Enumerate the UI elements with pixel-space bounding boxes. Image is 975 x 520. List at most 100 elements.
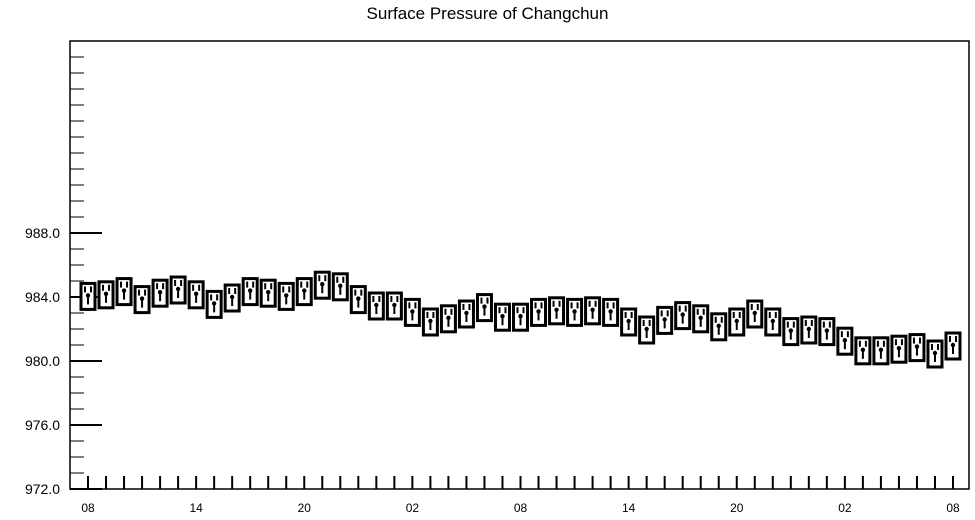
x-tick-label: 08 bbox=[81, 501, 95, 515]
data-point-marker bbox=[788, 328, 794, 333]
data-point-marker bbox=[608, 309, 613, 314]
data-point bbox=[421, 307, 439, 337]
data-point-marker bbox=[572, 309, 577, 314]
data-point bbox=[475, 293, 493, 323]
data-point-marker bbox=[139, 296, 145, 301]
data-point-marker bbox=[428, 318, 433, 324]
data-point-marker bbox=[626, 318, 631, 324]
data-point-marker bbox=[211, 301, 217, 306]
plot-frame bbox=[69, 40, 970, 490]
data-point bbox=[349, 285, 367, 315]
data-point-marker bbox=[464, 310, 469, 316]
data-point-marker bbox=[175, 286, 181, 292]
data-point bbox=[602, 297, 620, 327]
data-point bbox=[908, 333, 926, 363]
data-point-marker bbox=[500, 314, 505, 319]
data-point-marker bbox=[85, 293, 91, 298]
data-point-marker bbox=[806, 326, 812, 332]
data-point bbox=[367, 291, 385, 321]
data-point bbox=[872, 336, 890, 366]
data-point bbox=[115, 277, 133, 307]
data-point bbox=[169, 275, 187, 305]
x-tick-label: 02 bbox=[838, 501, 852, 515]
data-point-marker bbox=[103, 291, 109, 296]
data-point-marker bbox=[770, 318, 775, 324]
data-point bbox=[656, 305, 674, 335]
data-point bbox=[457, 299, 475, 329]
data-point bbox=[187, 280, 205, 310]
data-point bbox=[493, 302, 511, 332]
y-tick-label: 972.0 bbox=[25, 481, 60, 497]
x-tick-label: 14 bbox=[189, 501, 203, 515]
data-point-marker bbox=[824, 328, 830, 333]
y-tick-label: 976.0 bbox=[25, 417, 60, 433]
data-point-marker bbox=[229, 294, 235, 300]
data-point-marker bbox=[356, 296, 361, 301]
x-tick-label: 20 bbox=[730, 501, 744, 515]
data-point bbox=[818, 317, 836, 347]
data-point bbox=[331, 272, 349, 302]
data-point bbox=[710, 312, 728, 342]
data-point-marker bbox=[247, 288, 253, 293]
y-tick-label: 980.0 bbox=[25, 353, 60, 369]
x-axis: 08 14 20 02 08 14 20 02 08 bbox=[81, 476, 960, 515]
data-point-marker bbox=[157, 290, 163, 295]
data-point bbox=[439, 304, 457, 334]
data-point-marker bbox=[392, 302, 397, 308]
data-point-marker bbox=[338, 283, 343, 288]
data-point-marker bbox=[752, 310, 757, 316]
data-point bbox=[512, 302, 529, 332]
data-point bbox=[295, 277, 313, 307]
data-point-marker bbox=[518, 314, 523, 319]
data-point-marker bbox=[878, 347, 884, 352]
data-point-marker bbox=[284, 293, 289, 298]
x-tick-label: 20 bbox=[298, 501, 312, 515]
data-point-marker bbox=[914, 344, 920, 349]
data-point-marker bbox=[121, 288, 127, 293]
y-tick-label: 988.0 bbox=[25, 225, 60, 241]
data-point bbox=[259, 278, 277, 308]
data-point bbox=[151, 278, 169, 308]
data-point bbox=[692, 304, 710, 334]
x-tick-label: 08 bbox=[946, 501, 960, 515]
data-point bbox=[223, 283, 241, 313]
data-point-marker bbox=[374, 302, 379, 308]
data-point-marker bbox=[662, 317, 667, 322]
data-point bbox=[854, 336, 872, 366]
x-tick-label: 14 bbox=[622, 501, 636, 515]
data-point-marker bbox=[536, 309, 541, 314]
data-point bbox=[530, 297, 548, 327]
data-point-marker bbox=[644, 326, 649, 332]
data-marks bbox=[79, 270, 962, 369]
data-point bbox=[926, 339, 944, 369]
chart-title: Surface Pressure of Changchun bbox=[366, 4, 609, 23]
data-point bbox=[79, 281, 97, 311]
data-point-marker bbox=[734, 318, 739, 324]
data-point bbox=[728, 307, 746, 337]
data-point bbox=[133, 285, 151, 315]
x-tick-label: 02 bbox=[406, 501, 420, 515]
data-point bbox=[620, 307, 638, 337]
data-point bbox=[548, 296, 566, 326]
data-point-marker bbox=[410, 309, 415, 314]
data-point-marker bbox=[554, 307, 559, 312]
data-point-marker bbox=[446, 315, 451, 320]
y-axis: 972.0 976.0 980.0 984.0 988.0 bbox=[25, 40, 102, 497]
data-point-marker bbox=[193, 291, 199, 296]
y-tick-label: 984.0 bbox=[25, 289, 60, 305]
data-point bbox=[638, 315, 656, 345]
data-point bbox=[890, 334, 908, 364]
data-point-marker bbox=[482, 304, 487, 309]
data-point bbox=[566, 297, 584, 327]
data-point bbox=[674, 301, 692, 331]
data-point bbox=[800, 315, 818, 345]
data-point-marker bbox=[590, 307, 595, 312]
data-point-marker bbox=[320, 282, 325, 287]
data-point-marker bbox=[698, 315, 703, 320]
data-point bbox=[584, 296, 602, 326]
data-point bbox=[782, 317, 800, 347]
data-point-marker bbox=[266, 290, 271, 295]
data-point bbox=[385, 291, 403, 321]
data-point bbox=[205, 289, 223, 319]
data-point bbox=[313, 270, 331, 300]
